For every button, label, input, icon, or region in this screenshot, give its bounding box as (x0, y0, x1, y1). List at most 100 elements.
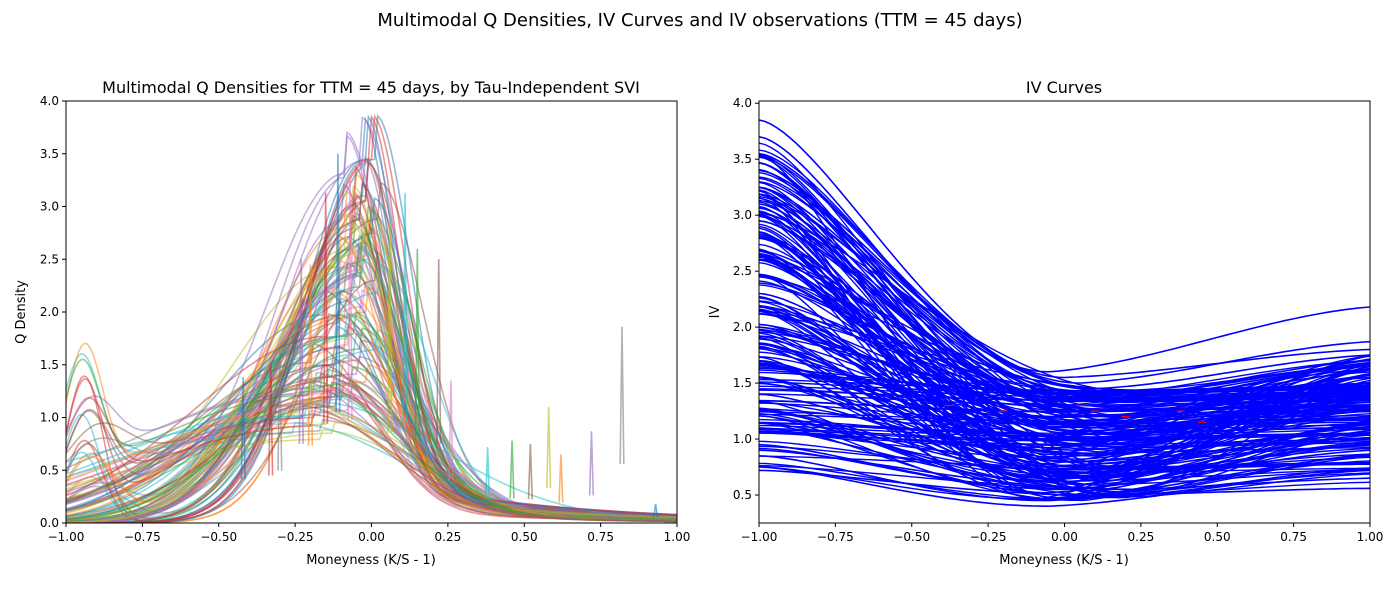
iv-chart-title: IV Curves (1026, 78, 1102, 97)
iv-x-tick-label: 0.00 (1051, 530, 1078, 544)
density-y-tick-label: 1.0 (40, 411, 59, 425)
iv-y-axis-label: IV (708, 306, 723, 319)
iv-x-axis-label: Moneyness (K/S - 1) (999, 553, 1129, 568)
density-spike (387, 222, 393, 433)
iv-x-tick-label: −1.00 (741, 530, 778, 544)
iv-x-tick-label: −0.50 (893, 530, 930, 544)
density-panel: −1.00 −0.75 −0.50 −0.25 0.00 0.25 0.50 0.75 1.00… (14, 78, 690, 568)
iv-y-tick-label: 2.5 (733, 264, 752, 278)
density-spike (527, 443, 533, 500)
iv-curve (759, 377, 1370, 486)
density-spike (402, 192, 408, 424)
iv-curve (759, 409, 1370, 460)
iv-curve (759, 193, 1370, 404)
density-y-tick-label: 4.0 (40, 94, 59, 108)
iv-curve (759, 343, 1370, 433)
iv-curve (759, 274, 1370, 481)
density-curve (66, 327, 677, 521)
density-x-ticks: −1.00 −0.75 −0.50 −0.25 0.00 0.25 0.50 0.75 1.00 (48, 523, 691, 544)
density-x-tick-label: −0.25 (277, 530, 314, 544)
density-spike (307, 264, 314, 446)
density-x-tick-label: −1.00 (48, 530, 85, 544)
density-y-tick-label: 0.0 (40, 516, 59, 530)
iv-curve (759, 422, 1370, 468)
iv-curve (759, 413, 1370, 427)
density-spike (277, 348, 283, 471)
iv-curve (759, 119, 1370, 379)
iv-curve (759, 356, 1370, 418)
density-spike (436, 259, 442, 444)
density-spike (546, 406, 552, 489)
iv-panel: −1.00 −0.75 −0.50 −0.25 0.00 0.25 0.50 0.75 1.00… (708, 78, 1383, 568)
iv-curve (759, 284, 1370, 392)
iv-x-tick-label: 0.25 (1128, 530, 1155, 544)
density-x-tick-label: −0.75 (124, 530, 161, 544)
iv-curve (759, 408, 1370, 435)
density-spike (298, 259, 304, 444)
iv-y-tick-label: 0.5 (733, 488, 752, 502)
density-x-tick-label: 0.25 (435, 530, 462, 544)
iv-curve (759, 220, 1370, 428)
density-x-tick-label: 0.75 (587, 530, 614, 544)
density-spike (347, 180, 353, 421)
iv-y-ticks: 0.5 1.0 1.5 2.0 2.5 3.0 3.5 4.0 (733, 96, 759, 502)
iv-curve (759, 171, 1370, 419)
density-spike (240, 377, 246, 480)
iv-curve (759, 308, 1370, 466)
density-spike (484, 447, 491, 501)
iv-x-ticks: −1.00 −0.75 −0.50 −0.25 0.00 0.25 0.50 0.75 1.00 (741, 523, 1383, 544)
iv-curve (759, 360, 1370, 480)
density-curve (66, 264, 677, 523)
iv-y-tick-label: 4.0 (733, 96, 752, 110)
density-x-tick-label: −0.50 (200, 530, 237, 544)
iv-curve (759, 329, 1370, 492)
iv-y-tick-label: 1.5 (733, 376, 752, 390)
density-curve (66, 235, 677, 523)
density-y-ticks: 0.0 0.5 1.0 1.5 2.0 2.5 3.0 3.5 4.0 (40, 94, 66, 530)
density-x-tick-label: 1.00 (664, 530, 691, 544)
density-y-axis-label: Q Density (14, 280, 29, 344)
iv-x-tick-label: −0.25 (970, 530, 1007, 544)
iv-curve (759, 190, 1370, 500)
density-spike (588, 431, 595, 496)
density-curves (66, 114, 677, 523)
iv-curve (759, 252, 1370, 451)
iv-curve (759, 466, 1370, 501)
density-x-tick-label: 0.00 (358, 530, 385, 544)
density-y-tick-label: 2.5 (40, 252, 59, 266)
iv-curve (759, 419, 1370, 502)
iv-curve (759, 186, 1370, 429)
iv-curve (759, 300, 1370, 493)
iv-y-tick-label: 2.0 (733, 320, 752, 334)
density-y-tick-label: 0.5 (40, 463, 59, 477)
iv-curve (759, 364, 1370, 397)
iv-curve (759, 313, 1370, 412)
iv-curve (759, 205, 1370, 456)
iv-y-tick-label: 3.5 (733, 152, 752, 166)
iv-curve (759, 136, 1370, 373)
density-spike (509, 440, 515, 499)
iv-x-tick-label: 0.50 (1204, 530, 1231, 544)
density-curve (66, 404, 677, 523)
density-x-tick-label: 0.50 (511, 530, 538, 544)
iv-curve (759, 404, 1370, 445)
iv-x-tick-label: 0.75 (1280, 530, 1307, 544)
iv-curve (759, 391, 1370, 438)
iv-x-tick-label: −0.75 (817, 530, 854, 544)
density-curve (66, 114, 677, 523)
iv-curve (759, 149, 1370, 436)
density-y-tick-label: 3.0 (40, 200, 59, 214)
density-chart-title: Multimodal Q Densities for TTM = 45 days… (102, 78, 640, 97)
density-spike (619, 326, 625, 465)
density-spike (448, 380, 454, 481)
density-spike (558, 454, 564, 503)
density-spike (268, 364, 274, 476)
density-y-tick-label: 3.5 (40, 147, 59, 161)
density-spike (414, 248, 420, 441)
iv-curve (759, 233, 1370, 413)
iv-curve (759, 427, 1370, 441)
iv-curve (759, 161, 1370, 402)
density-curve (66, 134, 677, 523)
